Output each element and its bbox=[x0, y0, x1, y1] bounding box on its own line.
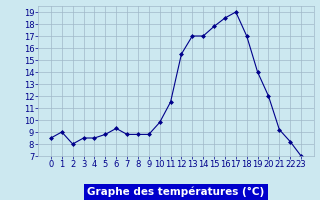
Text: Graphe des températures (°C): Graphe des températures (°C) bbox=[87, 187, 265, 197]
